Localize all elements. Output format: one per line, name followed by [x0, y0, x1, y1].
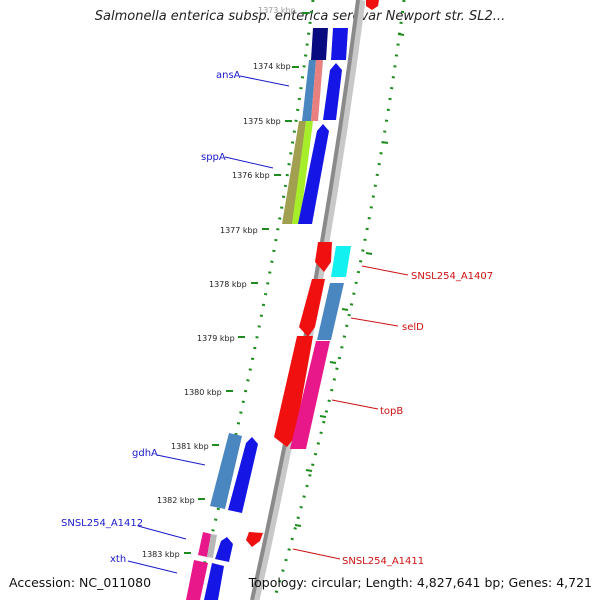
gene-name-xth: xth	[110, 554, 126, 565]
genome-summary-text: Topology: circular; Length: 4,827,641 bp…	[248, 575, 592, 590]
gene-feature-lime[interactable]	[292, 121, 313, 224]
gene-feature-top-blue[interactable]	[331, 28, 348, 60]
kbp-tick-1379: 1379 kbp	[197, 334, 245, 343]
gene-name-selD: selD	[402, 322, 424, 333]
gene-label-SNSL254_A1411[interactable]: SNSL254_A1411	[292, 548, 424, 567]
gene-feature-topB-red[interactable]	[274, 336, 313, 447]
gene-feature-gdhA-steelblue[interactable]	[210, 433, 242, 509]
tick-label-1381: 1381 kbp	[171, 442, 209, 451]
gene-name-ansA: ansA	[216, 70, 241, 81]
forward-strand-features	[186, 28, 348, 600]
inner-dotted-ring	[193, 0, 315, 600]
kbp-tick-1380: 1380 kbp	[184, 388, 233, 397]
kbp-tick-1377: 1377 kbp	[220, 226, 269, 235]
gene-label-xth[interactable]: xth	[110, 554, 178, 574]
gene-label-SNSL254_A1412[interactable]: SNSL254_A1412	[61, 518, 187, 540]
gene-feature-selD-steelblue[interactable]	[317, 283, 344, 340]
gene-name-gdhA: gdhA	[132, 448, 158, 459]
tick-label-1382: 1382 kbp	[157, 496, 195, 505]
tick-label-1383: 1383 kbp	[142, 550, 180, 559]
gene-label-gdhA[interactable]: gdhA	[132, 448, 206, 466]
gene-feature-top-navy[interactable]	[311, 28, 328, 60]
tick-label-1377: 1377 kbp	[220, 226, 258, 235]
reverse-strand-features	[246, 0, 379, 547]
gene-feature-sppA-arrow[interactable]	[298, 124, 329, 224]
gene-feature-gdhA-arrow[interactable]	[228, 437, 258, 513]
gene-feature-a1412-grey[interactable]	[207, 534, 217, 558]
gene-label-sppA[interactable]: sppA	[201, 152, 274, 169]
gene-feature-steelblue-1[interactable]	[302, 60, 316, 121]
tick-label-1379: 1379 kbp	[197, 334, 235, 343]
kbp-tick-1382: 1382 kbp	[157, 496, 205, 505]
gene-feature-topB-pink[interactable]	[290, 341, 330, 449]
tick-label-1380: 1380 kbp	[184, 388, 222, 397]
gene-label-selD[interactable]: selD	[350, 317, 424, 333]
kbp-tick-1381: 1381 kbp	[171, 442, 219, 451]
tick-label-1375: 1375 kbp	[243, 117, 281, 126]
accession-text: Accession: NC_011080	[9, 575, 152, 590]
gene-feature-xth-pink[interactable]	[186, 560, 208, 600]
gene-feature-ansA-arrow[interactable]	[323, 63, 342, 120]
gene-name-SNSL254_A1407: SNSL254_A1407	[411, 271, 493, 282]
gene-feature-salmon[interactable]	[311, 60, 323, 121]
gene-name-SNSL254_A1411: SNSL254_A1411	[342, 556, 424, 567]
gene-feature-a1407-cyan[interactable]	[331, 246, 351, 277]
gene-feature-a1412-pink[interactable]	[198, 532, 211, 557]
gene-label-topB[interactable]: topB	[331, 399, 403, 417]
gene-feature-xth-blue[interactable]	[204, 563, 224, 600]
gene-feature-olive[interactable]	[282, 121, 306, 224]
kbp-tick-1375: 1375 kbp	[243, 117, 292, 126]
backbone	[250, 0, 360, 600]
gene-name-sppA: sppA	[201, 152, 226, 163]
kbp-tick-1383: 1383 kbp	[142, 550, 191, 559]
gene-feature-a1407-red[interactable]	[315, 242, 332, 272]
gene-feature-top-red[interactable]	[366, 0, 379, 10]
gene-name-topB: topB	[380, 406, 403, 417]
outer-ring-ticks	[294, 33, 405, 527]
kbp-tick-1374: 1374 kbp	[253, 62, 299, 71]
tick-label-1373: 1373 kbp	[258, 6, 296, 15]
gene-name-SNSL254_A1412: SNSL254_A1412	[61, 518, 143, 529]
tick-label-1374: 1374 kbp	[253, 62, 291, 71]
gene-label-ansA[interactable]: ansA	[216, 70, 290, 87]
tick-label-1378: 1378 kbp	[209, 280, 247, 289]
gene-label-SNSL254_A1407[interactable]: SNSL254_A1407	[361, 265, 493, 282]
gene-feature-xth-arrow[interactable]	[215, 537, 233, 562]
gene-feature-selD-red[interactable]	[299, 279, 325, 337]
tick-label-1376: 1376 kbp	[232, 171, 270, 180]
kbp-tick-1373: 1373 kbp	[258, 6, 309, 15]
kbp-tick-1378: 1378 kbp	[209, 280, 258, 289]
gene-feature-a1411-red[interactable]	[246, 532, 263, 547]
kbp-tick-1376: 1376 kbp	[232, 171, 281, 180]
